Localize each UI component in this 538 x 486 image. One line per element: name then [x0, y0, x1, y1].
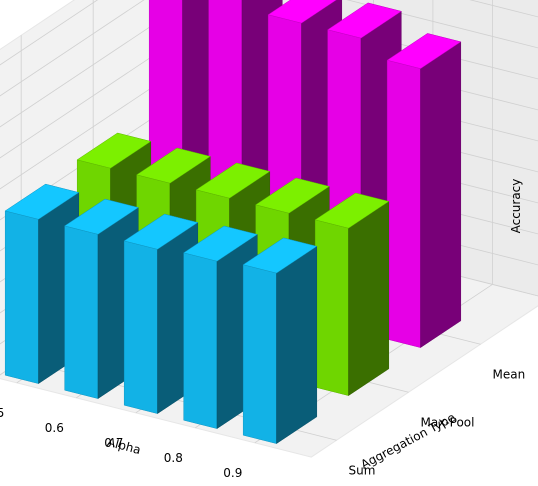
x-tick-label: 0.8 [164, 451, 183, 465]
x-tick-label: 0.9 [223, 466, 242, 480]
x-axis-label: Alpha [106, 435, 143, 457]
x-tick-label: 0.6 [45, 421, 64, 435]
y-tick-label: Sum [349, 463, 376, 477]
grid-line-z-left [0, 0, 99, 66]
y-tick-label: Max-Pool [421, 415, 475, 429]
y-tick-label: Mean [493, 367, 526, 381]
bars [4, 0, 462, 445]
bar-max-pool-0.9 [314, 192, 390, 397]
z-axis-label: Accuracy [509, 179, 523, 234]
bar-mean-0.9 [386, 33, 462, 349]
grid-line-z-back [469, 0, 538, 18]
x-tick-label: 0.7 [104, 436, 123, 450]
grid-line-z-left [0, 0, 145, 97]
bar-sum-0.9 [242, 237, 318, 445]
x-tick-label: 0.5 [0, 406, 4, 420]
grid-line-z-left [0, 0, 192, 128]
y-axis-label: Aggregation Type [358, 410, 457, 472]
